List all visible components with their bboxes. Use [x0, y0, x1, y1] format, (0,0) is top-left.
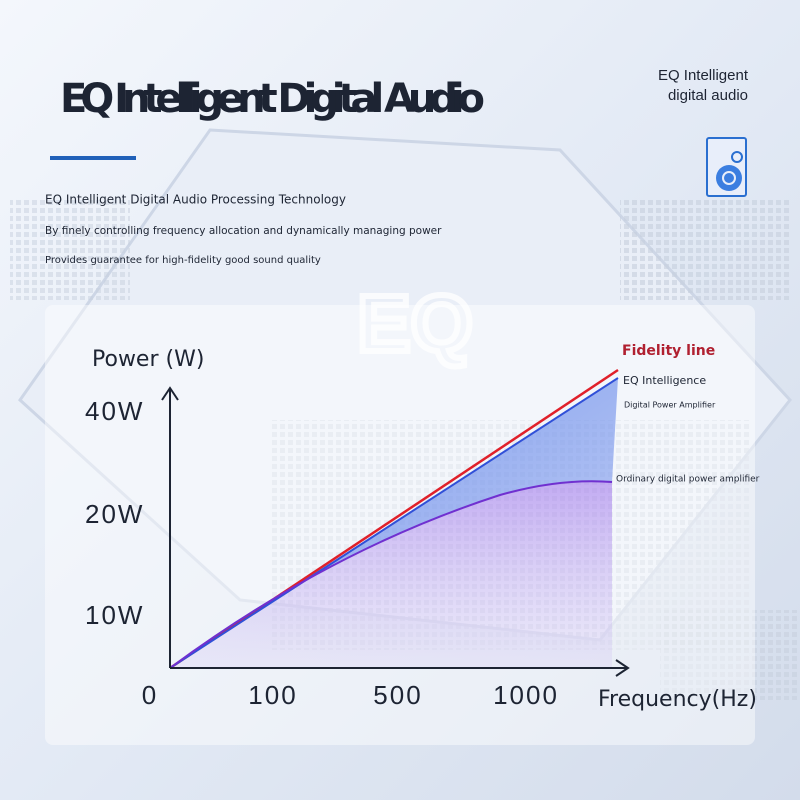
ordinary-line: [169, 480, 613, 669]
legend-label: Fidelity line: [622, 343, 715, 359]
description: By finely controlling frequency allocati…: [45, 225, 442, 237]
axes: [161, 386, 630, 677]
y-tick-label: 20W: [85, 499, 144, 529]
ordinary-area: [170, 481, 612, 668]
speaker-icon: [706, 137, 747, 197]
x-tick-label: 1000: [493, 680, 559, 710]
y-tick-label: 10W: [85, 600, 144, 630]
watermark: EQ: [357, 279, 473, 368]
y-axis-title: Power (W): [92, 347, 204, 372]
y-tick-label: 40W: [85, 396, 144, 426]
description: EQ Intelligent Digital Audio Processing …: [45, 193, 346, 207]
title-underline: [50, 156, 136, 160]
chip-dots: [620, 200, 790, 300]
chip-dots: [10, 200, 130, 300]
chip-dots: [660, 610, 800, 700]
x-tick-label: 100: [248, 680, 297, 710]
legend-label: Digital Power Amplifier: [624, 401, 716, 410]
fidelity-line: [169, 368, 619, 670]
eq-line: [169, 377, 619, 669]
badge-text: digital audio: [668, 87, 748, 104]
description: Provides guarantee for high-fidelity goo…: [45, 255, 321, 266]
legend-label: EQ Intelligence: [623, 374, 706, 387]
x-axis-title: Frequency(Hz): [598, 687, 757, 712]
x-tick-label: 500: [373, 680, 422, 710]
title: EQ Intelligent Digital Audio: [60, 76, 485, 122]
legend-label: Ordinary digital power amplifier: [616, 475, 760, 485]
badge-text: EQ Intelligent: [658, 67, 749, 84]
x-tick-label: 0: [142, 680, 158, 710]
